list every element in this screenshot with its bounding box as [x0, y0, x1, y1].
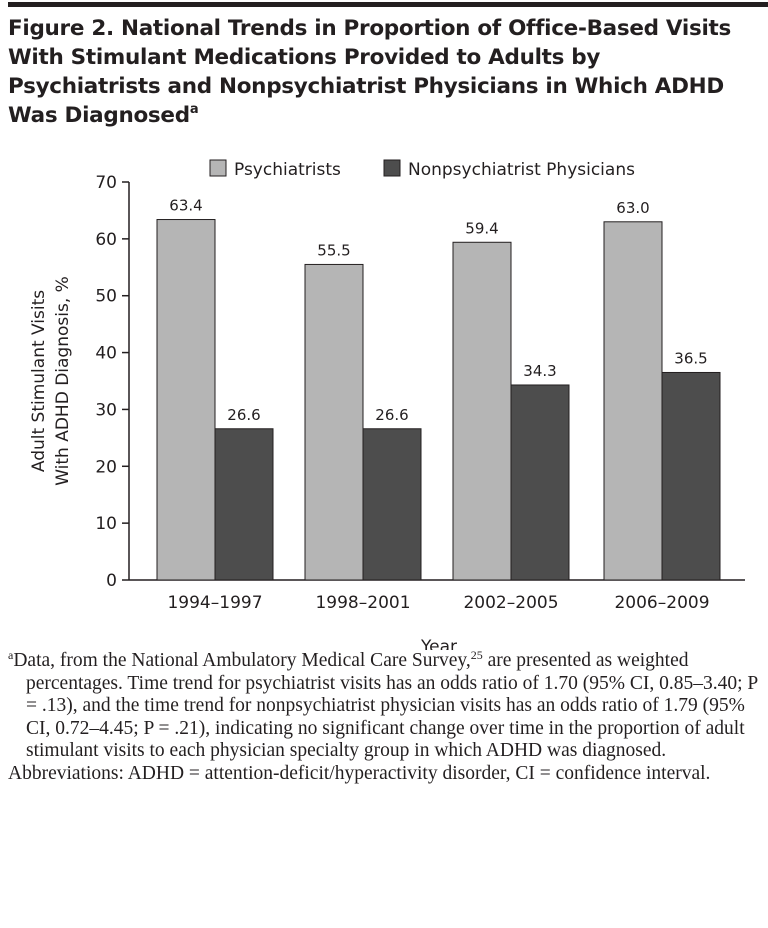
- x-tick-label: 2002–2005: [463, 593, 558, 613]
- data-label: 26.6: [375, 406, 408, 424]
- bar-psychiatrists: [603, 221, 663, 581]
- data-label: 26.6: [227, 406, 260, 424]
- y-tick-label: 40: [95, 344, 117, 364]
- y-axis-label-line: With ADHD Diagnosis, %: [53, 276, 73, 486]
- abbreviations: Abbreviations: ADHD = attention-deficit/…: [8, 762, 711, 784]
- data-label: 63.4: [169, 197, 202, 215]
- footnote-reference: 25: [470, 648, 483, 662]
- legend-label: Psychiatrists: [234, 160, 341, 180]
- footnote-a: aData, from the National Ambulatory Medi…: [8, 648, 763, 763]
- y-axis-label: Adult Stimulant Visits With ADHD Diagnosi…: [29, 276, 73, 486]
- bar-chart: 0 10 20 30 40 50 60 70 Adult Stimulant Visits Wit…: [29, 159, 745, 650]
- x-tick-label: 1998–2001: [315, 593, 410, 613]
- y-tick-label: 20: [95, 457, 117, 477]
- y-tick-label: 70: [95, 173, 117, 193]
- y-tick-label: 30: [95, 400, 117, 420]
- legend-swatch: [383, 159, 401, 177]
- footnote-a-text-2: are presented as weighted percentages. T…: [26, 650, 758, 761]
- y-tick-label: 0: [106, 571, 117, 591]
- y-tick-label: 10: [95, 514, 117, 534]
- x-axis-label: Year: [420, 637, 457, 650]
- data-label: 36.5: [674, 349, 707, 367]
- legend-label: Nonpsychiatrist Physicians: [408, 160, 635, 180]
- x-tick-label: 2006–2009: [614, 593, 709, 613]
- data-label: 63.0: [616, 199, 649, 217]
- legend-swatch: [209, 159, 227, 177]
- title-footnote-mark: a: [189, 102, 199, 117]
- data-label: 59.4: [465, 219, 498, 237]
- figure-title: Figure 2. National Trends in Proportion …: [8, 14, 758, 130]
- bar-psychiatrists: [452, 241, 512, 581]
- footnote-a-mark: a: [8, 648, 14, 662]
- bar-nonpsychiatrist: [510, 384, 570, 581]
- data-label: 55.5: [317, 241, 350, 259]
- bar-psychiatrists: [304, 263, 364, 581]
- footnote-a-text-1: Data, from the National Ambulatory Medic…: [13, 650, 471, 671]
- figure-title-text: Figure 2. National Trends in Proportion …: [8, 16, 731, 128]
- bar-nonpsychiatrist: [661, 371, 721, 581]
- bar-nonpsychiatrist: [214, 428, 274, 581]
- y-tick-label: 50: [95, 287, 117, 307]
- data-label: 34.3: [523, 362, 556, 380]
- top-rule: [8, 2, 768, 7]
- bar-psychiatrists: [156, 219, 216, 581]
- bar-nonpsychiatrist: [362, 428, 422, 581]
- x-tick-label: 1994–1997: [167, 593, 262, 613]
- y-tick-label: 60: [95, 230, 117, 250]
- footnotes: aData, from the National Ambulatory Medi…: [8, 648, 763, 785]
- y-axis-label-line: Adult Stimulant Visits: [29, 290, 49, 472]
